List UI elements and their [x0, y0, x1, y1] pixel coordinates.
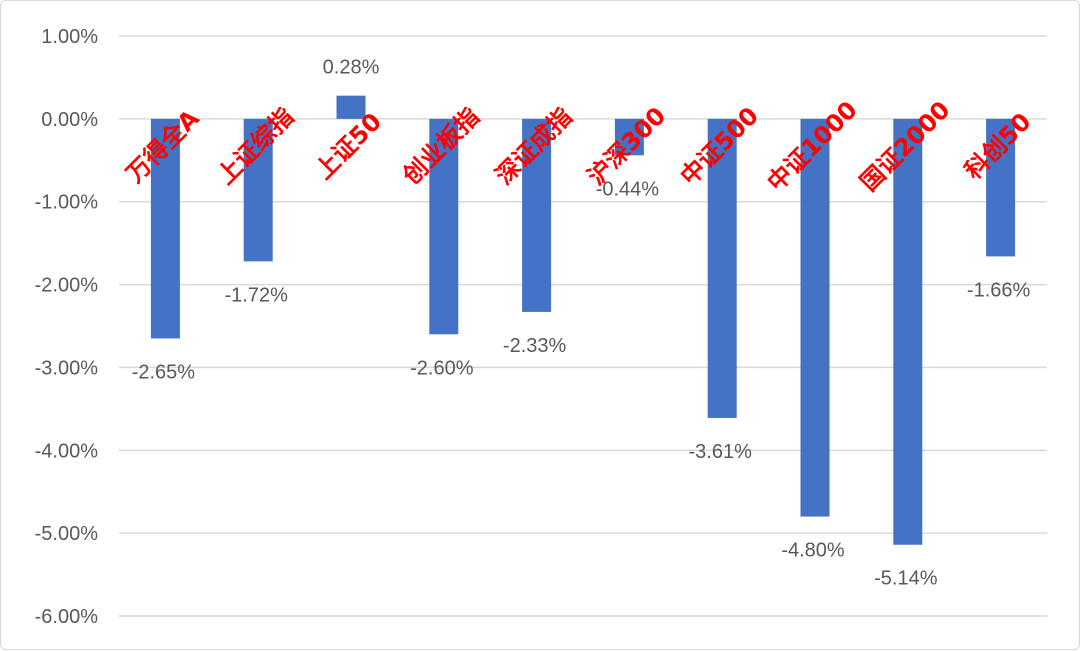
data-label: -0.44% — [596, 178, 660, 200]
y-tick-label: 0.00% — [41, 109, 98, 131]
y-tick-label: -2.00% — [35, 275, 99, 297]
y-tick-label: -6.00% — [35, 606, 99, 628]
bar — [893, 118, 923, 545]
bar — [522, 118, 552, 312]
data-labels: -2.65% -1.72% 0.28% -2.60% -2.33% -0.44% -3.61… — [132, 57, 1031, 590]
bars — [150, 95, 1016, 545]
y-axis-ticks: 1.00% 0.00% -1.00% -2.00% -3.00% -4.00% -5.00%… — [35, 26, 99, 628]
data-label: -4.80% — [781, 540, 845, 562]
y-tick-label: 1.00% — [41, 26, 98, 48]
gridlines — [119, 35, 1047, 617]
data-label: -1.66% — [967, 279, 1031, 301]
bar — [429, 118, 459, 335]
data-label: -5.14% — [874, 568, 938, 590]
data-label: -1.72% — [225, 284, 289, 306]
data-label: -3.61% — [689, 441, 753, 463]
y-tick-label: -5.00% — [35, 523, 99, 545]
bar — [614, 118, 644, 156]
data-label: -2.33% — [503, 335, 567, 357]
data-label: 0.28% — [323, 57, 380, 79]
data-label: -2.60% — [410, 357, 474, 379]
data-label: -2.65% — [132, 361, 196, 383]
bar — [707, 118, 737, 418]
bar — [800, 118, 830, 517]
bar — [243, 118, 273, 262]
bar — [336, 95, 366, 119]
y-tick-label: -4.00% — [35, 440, 99, 462]
bar — [986, 118, 1016, 257]
y-tick-label: -3.00% — [35, 357, 99, 379]
bar — [150, 118, 180, 339]
y-tick-label: -1.00% — [35, 192, 99, 214]
